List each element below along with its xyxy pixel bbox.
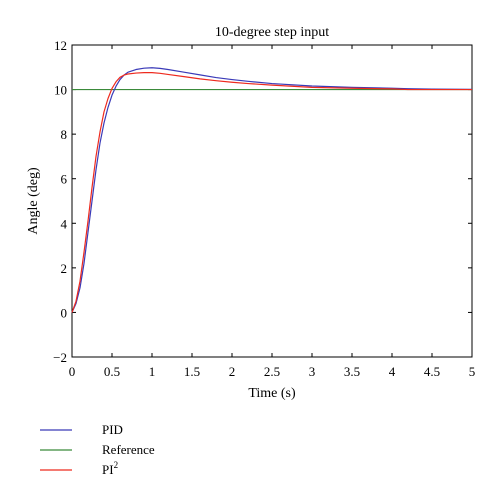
x-tick-label: 3 — [309, 364, 316, 379]
legend-entry-pi2: PI2 — [40, 460, 118, 477]
x-tick-label: 2 — [229, 364, 236, 379]
legend-entry-reference: Reference — [40, 442, 155, 457]
x-tick-label: 3.5 — [344, 364, 360, 379]
x-tick-label: 2.5 — [264, 364, 280, 379]
chart-title: 10-degree step input — [215, 25, 329, 40]
legend-label-pi2-sup: 2 — [114, 460, 119, 470]
series-layer — [71, 67, 473, 313]
legend-label-pid: PID — [102, 422, 123, 437]
y-tick-label: −2 — [53, 350, 67, 365]
plot-frame — [71, 44, 473, 358]
x-tick-label: 1 — [149, 364, 156, 379]
legend-label-pi2: PI2 — [102, 460, 118, 477]
y-axis-label: Angle (deg) — [26, 167, 41, 235]
y-tick-label: 0 — [61, 305, 68, 320]
x-tick-label: 5 — [469, 364, 476, 379]
legend-label-pi2-base: PI — [102, 462, 114, 477]
y-tick-label: 2 — [61, 261, 68, 276]
y-tick-label: 12 — [54, 38, 67, 53]
y-tick-label: 8 — [61, 127, 68, 142]
series-line-pid — [71, 67, 473, 313]
x-axis-label: Time (s) — [248, 386, 296, 401]
x-tick-label: 4 — [389, 364, 396, 379]
x-tick-label: 0.5 — [104, 364, 120, 379]
x-tick-label: 4.5 — [424, 364, 440, 379]
legend-label-reference: Reference — [102, 442, 155, 457]
x-tick-label: 0 — [69, 364, 76, 379]
legend-entry-pid: PID — [40, 422, 123, 437]
legend: PID Reference PI2 — [40, 422, 155, 477]
y-tick-label: 4 — [61, 216, 68, 231]
x-tick-label: 1.5 — [184, 364, 200, 379]
y-tick-label: 6 — [61, 172, 68, 187]
y-tick-label: 10 — [54, 83, 67, 98]
series-line-pi — [71, 72, 472, 313]
